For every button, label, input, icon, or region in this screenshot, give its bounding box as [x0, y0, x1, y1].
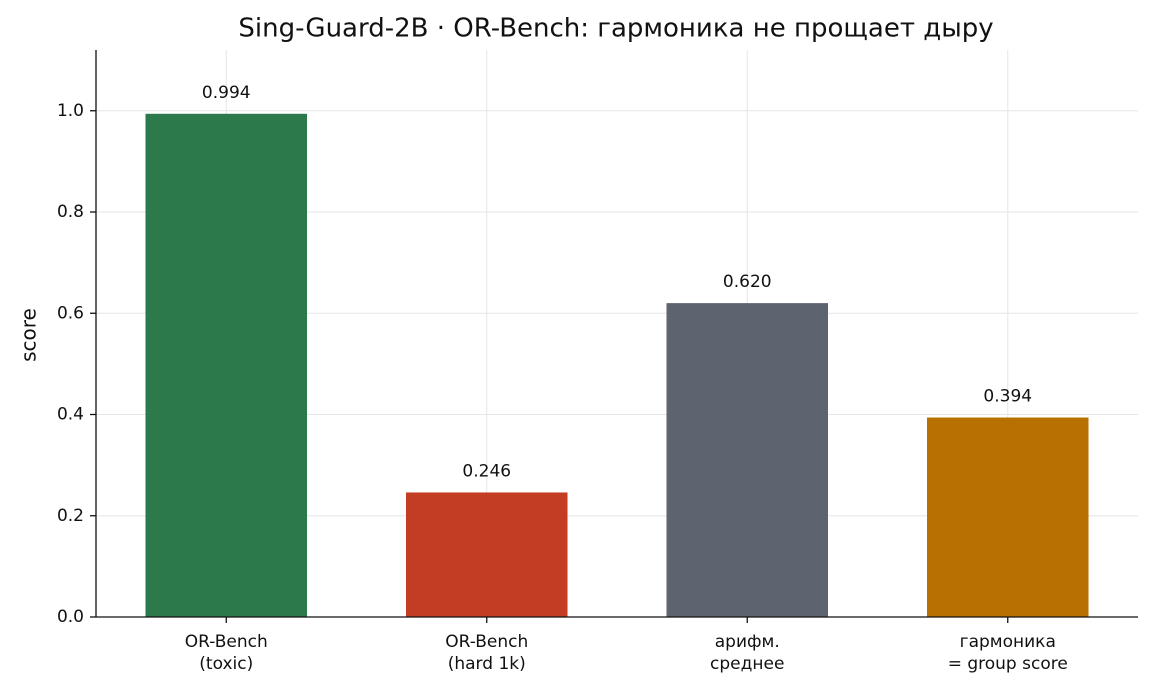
x-tick-label-line: среднее — [710, 654, 784, 674]
value-label: 0.394 — [983, 387, 1032, 407]
x-tick-label-line: (hard 1k) — [448, 654, 526, 674]
x-tick-label-line: арифм. — [715, 632, 780, 652]
x-tick-label: OR-Bench (toxic) — [185, 632, 268, 674]
y-tick-label: 0.6 — [57, 303, 84, 323]
x-tick-label-line: OR-Bench — [445, 632, 528, 652]
value-label: 0.620 — [723, 272, 772, 292]
y-tick-label: 0.4 — [57, 405, 84, 425]
x-tick-label-line: OR-Bench — [185, 632, 268, 652]
y-axis-label: score — [17, 308, 41, 362]
x-tick-label-line: (toxic) — [199, 654, 253, 674]
bar — [926, 417, 1089, 617]
y-tick-label: 1.0 — [57, 101, 84, 121]
y-tick-label: 0.0 — [57, 607, 84, 627]
bar — [405, 492, 568, 617]
x-tick-label-line: гармоника — [960, 632, 1056, 652]
x-tick-label: OR-Bench (hard 1k) — [445, 632, 528, 674]
bar — [666, 303, 829, 617]
value-label: 0.994 — [202, 83, 251, 103]
x-tick-label-line: = group score — [948, 654, 1068, 674]
x-tick-label: арифм. среднее — [710, 632, 784, 674]
bar — [145, 113, 308, 617]
value-label: 0.246 — [462, 461, 511, 481]
y-tick-label: 0.8 — [57, 202, 84, 222]
x-tick-label: гармоника = group score — [948, 632, 1068, 674]
chart-title: Sing-Guard-2B · OR-Bench: гармоника не п… — [238, 14, 993, 44]
y-tick-label: 0.2 — [57, 506, 84, 526]
